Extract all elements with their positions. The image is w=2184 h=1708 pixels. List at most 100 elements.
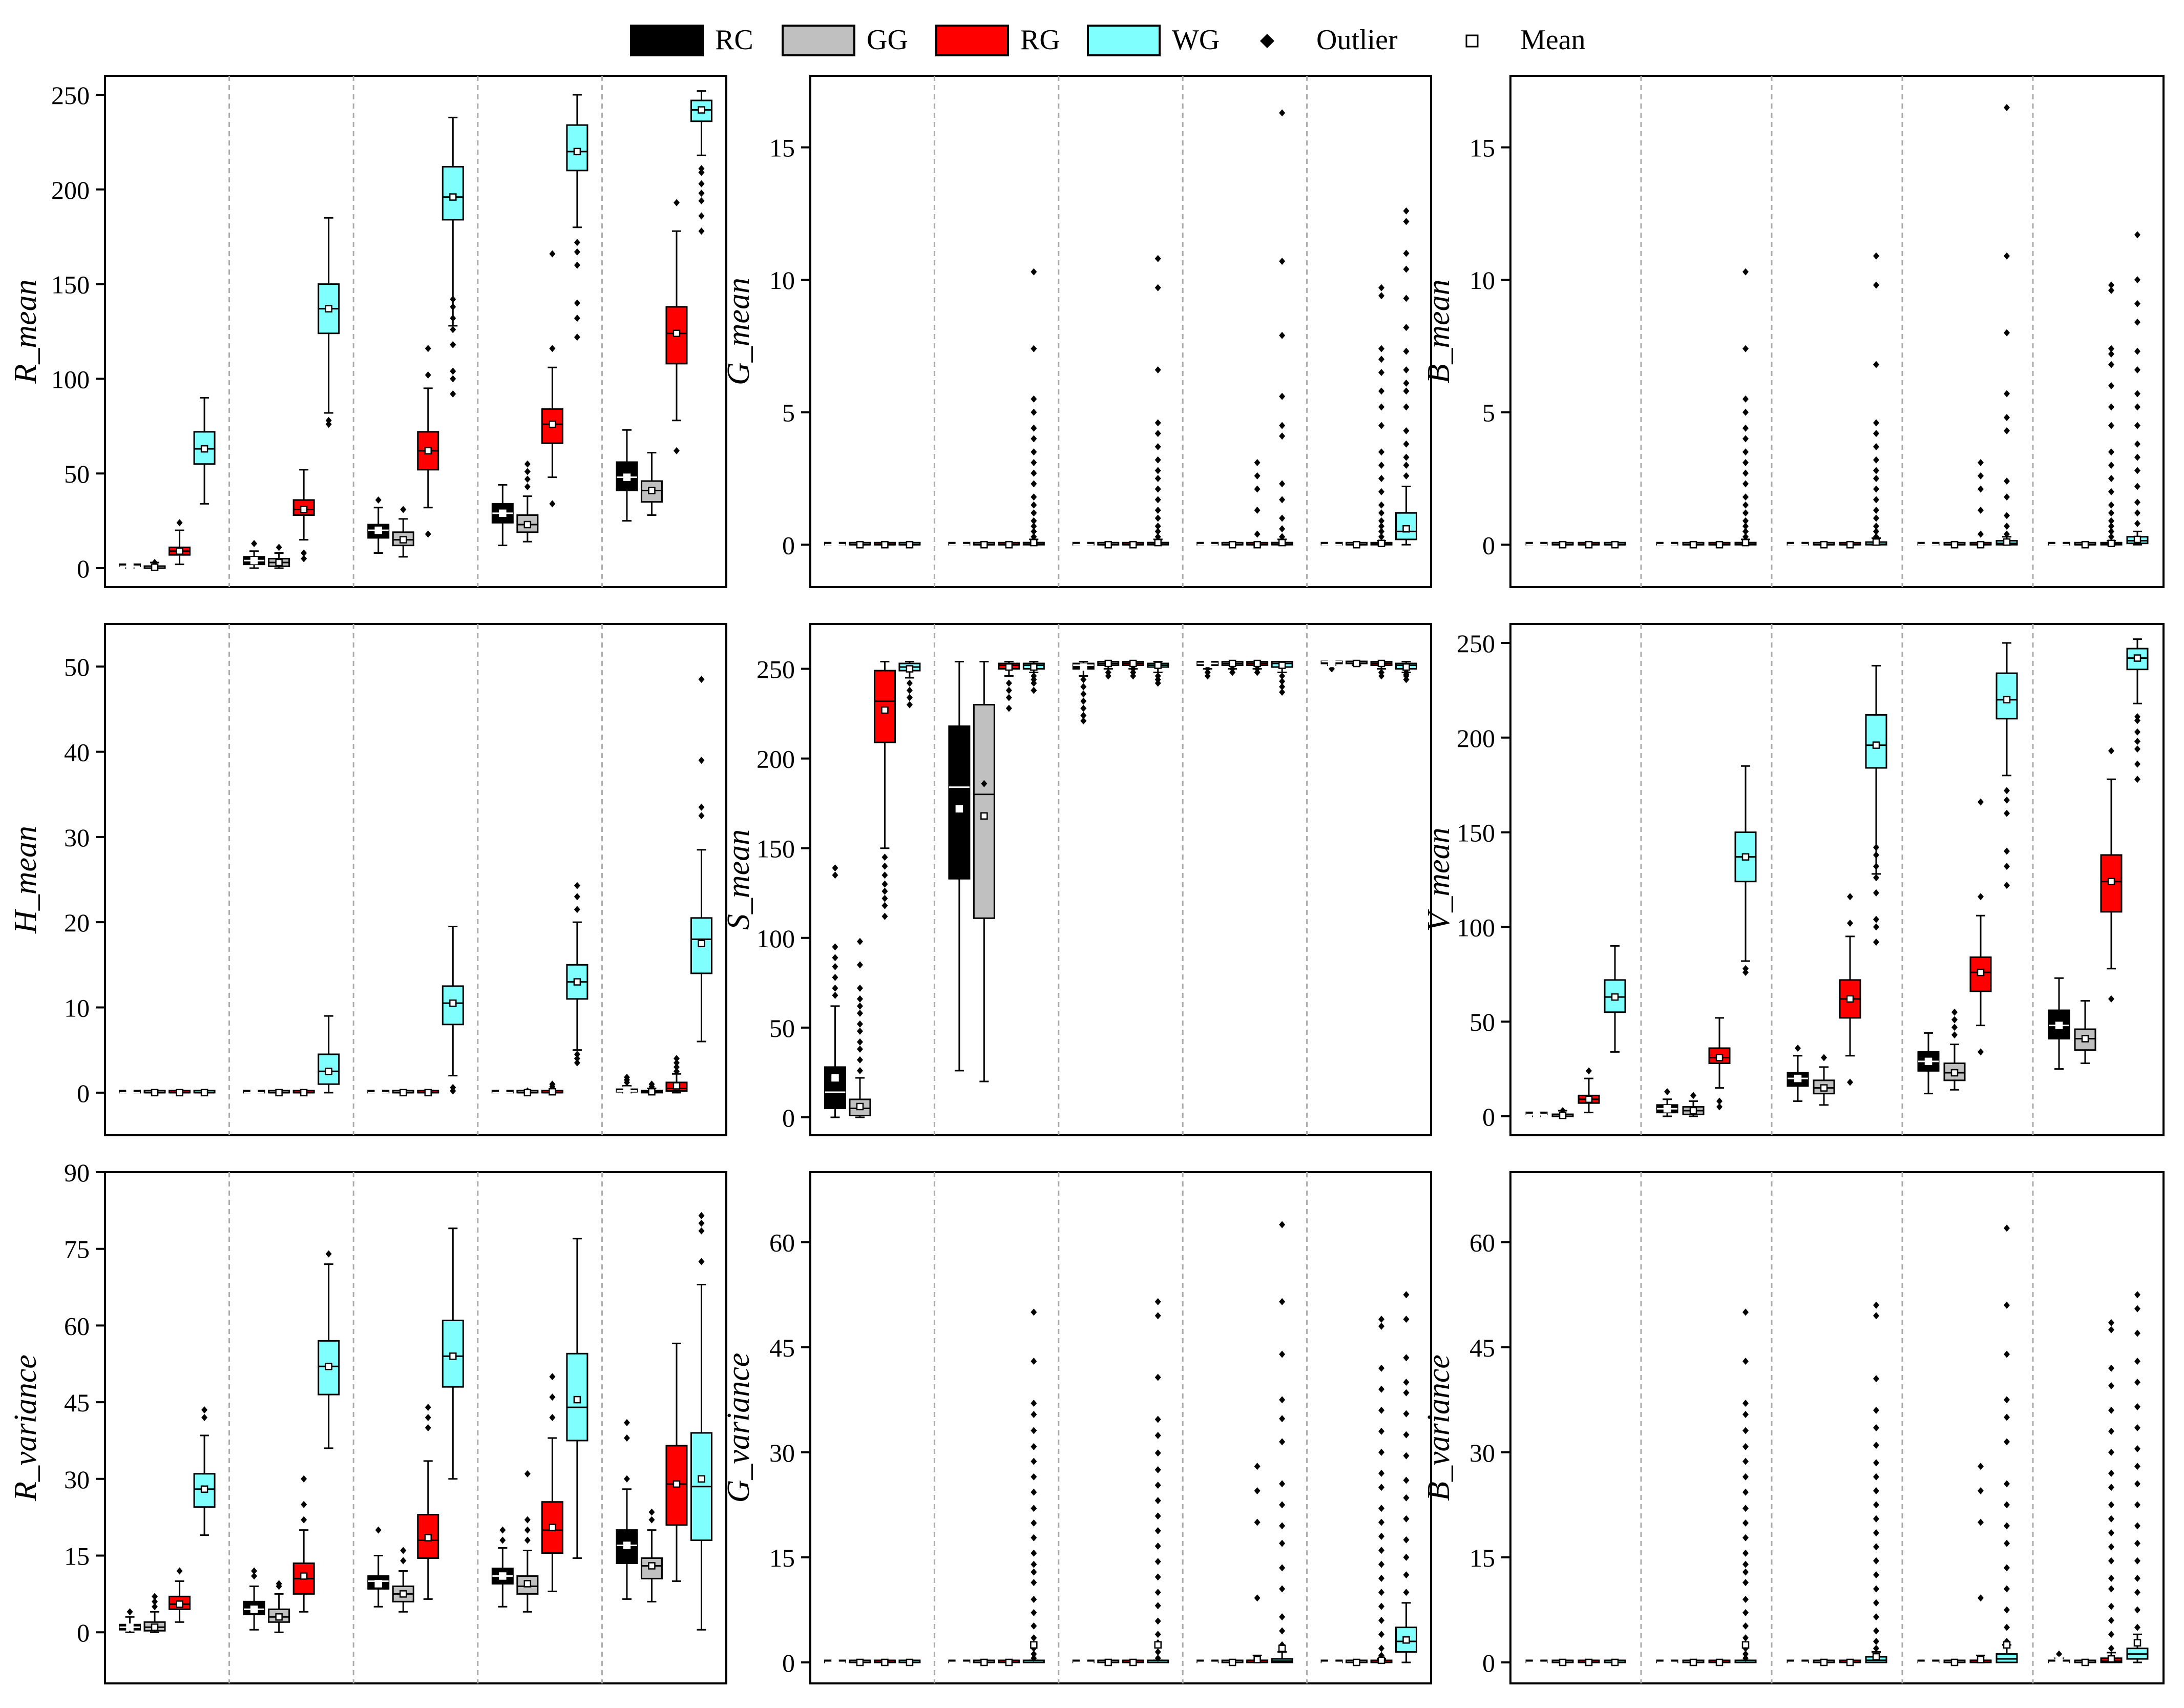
- outlier-point: [152, 1603, 158, 1611]
- box-wg-4: [1996, 104, 2018, 546]
- mean-marker: [906, 665, 914, 673]
- outlier-point: [1279, 683, 1286, 691]
- outlier-point: [1978, 798, 1984, 806]
- plot-frame: [809, 75, 1432, 588]
- outlier-point: [1154, 528, 1161, 535]
- mean-marker: [1663, 541, 1671, 549]
- box-wg-3: [1865, 664, 1887, 946]
- outlier-point: [1154, 284, 1161, 291]
- mean-marker: [1228, 541, 1236, 549]
- mean-marker: [151, 1623, 159, 1631]
- mean-marker: [1820, 1084, 1828, 1092]
- outlier-point: [375, 1526, 382, 1534]
- outlier-point: [2108, 403, 2114, 411]
- box-gg-3: [1097, 1658, 1120, 1667]
- box-wg-5: [2126, 638, 2149, 783]
- outlier-point: [1279, 422, 1286, 429]
- y-tick-label: 20: [64, 908, 90, 937]
- outlier-point: [2004, 787, 2010, 795]
- legend-label: GG: [867, 24, 908, 56]
- outlier-point: [1105, 669, 1111, 676]
- plot-frame: [1509, 1171, 2165, 1684]
- outlier-point: [176, 519, 183, 527]
- outlier-point: [2134, 1574, 2140, 1582]
- outlier-point: [1378, 1560, 1385, 1568]
- box-wg-1: [1604, 945, 1626, 1053]
- outlier-point: [1378, 284, 1385, 291]
- box-rc-5: [616, 1073, 638, 1094]
- outlier-point: [1154, 443, 1161, 450]
- box-body: [442, 985, 464, 1026]
- box-gg-5: [1346, 541, 1368, 549]
- outlier-point: [1031, 1519, 1037, 1527]
- outlier-point: [1378, 1505, 1385, 1512]
- box-body: [1865, 714, 1887, 769]
- box-wg-2: [318, 217, 340, 428]
- mean-marker: [1377, 659, 1385, 668]
- box-rg-2: [292, 469, 315, 563]
- outlier-point: [1378, 1644, 1385, 1652]
- box-rc-2: [243, 539, 265, 569]
- outlier-point: [2134, 1424, 2140, 1431]
- box-rg-1: [873, 661, 896, 920]
- mean-marker: [1846, 995, 1854, 1003]
- outlier-point: [1403, 1410, 1410, 1418]
- mean-marker: [1820, 541, 1828, 549]
- outlier-point: [1403, 1536, 1410, 1544]
- outlier-point: [176, 1567, 183, 1575]
- outlier-point: [325, 416, 332, 424]
- outlier-point: [574, 906, 580, 913]
- outlier-point: [1742, 1457, 1749, 1465]
- mean-marker: [176, 547, 183, 555]
- outlier-point: [1742, 509, 1749, 517]
- box-gg-4: [516, 1087, 539, 1097]
- box-rg-5: [1370, 659, 1393, 680]
- outlier-point: [1378, 1484, 1385, 1491]
- mean-marker: [1204, 541, 1211, 549]
- outlier-point: [574, 1055, 580, 1063]
- outlier-point: [1031, 509, 1037, 517]
- outlier-point: [1031, 435, 1037, 443]
- outlier-point: [1742, 1568, 1749, 1576]
- outlier-point: [2134, 498, 2140, 506]
- outlier-point: [673, 1055, 680, 1063]
- y-tick-label: 40: [64, 738, 90, 767]
- outlier-point: [1105, 672, 1111, 680]
- box-wg-4: [1996, 642, 2018, 889]
- outlier-point: [499, 1536, 506, 1544]
- box-wg-1: [193, 397, 216, 505]
- box-rc-4: [1196, 541, 1219, 549]
- outlier-point: [1154, 514, 1161, 522]
- outlier-point: [623, 1475, 630, 1483]
- outlier-point: [623, 1434, 630, 1442]
- outlier-point: [881, 912, 888, 920]
- outlier-point: [1873, 281, 1879, 289]
- outlier-point: [2108, 1501, 2114, 1509]
- mean-marker: [648, 1562, 656, 1570]
- outlier-point: [524, 1526, 531, 1534]
- outlier-point: [1873, 1515, 1879, 1523]
- outlier-point: [1378, 369, 1385, 377]
- outlier-point: [1005, 679, 1012, 687]
- mean-marker: [1611, 541, 1619, 549]
- outlier-point: [450, 326, 456, 334]
- outlier-point: [2108, 523, 2114, 530]
- outlier-point: [1742, 424, 1749, 432]
- mean-marker: [2081, 1658, 2089, 1667]
- outlier-point: [1378, 1518, 1385, 1526]
- box-rg-2: [1708, 1658, 1731, 1667]
- box-rg-4: [1246, 659, 1269, 676]
- outlier-point: [1279, 1522, 1286, 1530]
- outlier-point: [574, 315, 580, 322]
- mean-marker: [499, 1089, 507, 1097]
- outlier-point: [2108, 1574, 2114, 1582]
- outlier-point: [1154, 1312, 1161, 1320]
- outlier-point: [2108, 1644, 2114, 1652]
- outlier-point: [1742, 1549, 1749, 1557]
- outlier-point: [1154, 533, 1161, 540]
- box-rc-5: [616, 429, 638, 522]
- box-rc-1: [119, 1089, 141, 1097]
- mean-marker: [200, 1089, 208, 1097]
- box-rg-2: [1708, 1017, 1731, 1111]
- panel-b-variance: 0 15 30 45 60 B_variance: [1421, 1171, 2165, 1684]
